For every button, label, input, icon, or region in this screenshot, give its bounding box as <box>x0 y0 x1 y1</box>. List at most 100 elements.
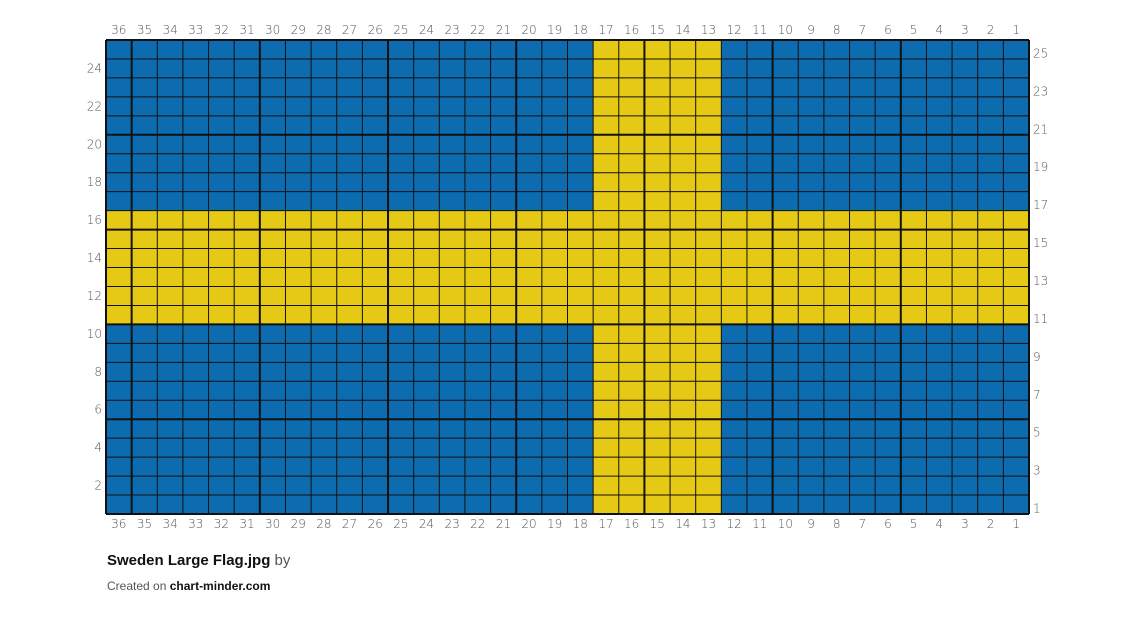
chart-cell <box>567 419 594 439</box>
chart-cell <box>593 115 619 135</box>
chart-cell <box>388 286 414 306</box>
chart-cell <box>926 229 953 249</box>
chart-cell <box>106 115 132 135</box>
chart-cell <box>875 305 901 325</box>
chart-cell <box>618 400 645 420</box>
chart-cell <box>490 229 517 249</box>
chart-cell <box>208 248 235 268</box>
chart-cell <box>798 324 824 344</box>
chart-cell <box>1003 343 1029 363</box>
chart-cell <box>541 229 568 249</box>
chart-cell <box>413 229 440 249</box>
chart-cell <box>721 229 747 249</box>
chart-cell <box>618 191 645 211</box>
chart-cell <box>1003 134 1029 154</box>
chart-cell <box>721 153 747 173</box>
chart-cell <box>644 476 671 496</box>
chart-cell <box>644 77 671 97</box>
chart-cell <box>439 305 465 325</box>
chart-cell <box>208 495 235 514</box>
chart-cell <box>336 495 363 514</box>
chart-cell <box>977 58 1004 78</box>
chart-cell <box>593 362 619 382</box>
chart-cell <box>413 115 440 135</box>
column-number: 7 <box>859 517 867 530</box>
column-number: 20 <box>521 517 536 530</box>
chart-cell <box>439 115 465 135</box>
chart-cell <box>952 40 978 59</box>
chart-cell <box>336 191 363 211</box>
chart-title: Sweden Large Flag.jpg by <box>107 552 290 569</box>
column-number: 13 <box>701 517 716 530</box>
column-number: 24 <box>419 517 434 530</box>
chart-cell <box>362 362 389 382</box>
chart-cell <box>823 210 850 230</box>
chart-cell <box>157 324 183 344</box>
chart-cell <box>798 419 824 439</box>
chart-cell <box>1003 210 1029 230</box>
chart-cell <box>952 495 978 514</box>
chart-cell <box>798 362 824 382</box>
chart-cell <box>567 343 594 363</box>
chart-cell <box>464 267 491 287</box>
chart-cell <box>721 324 747 344</box>
chart-cell <box>772 96 799 116</box>
chart-cell <box>388 267 414 287</box>
chart-cell <box>618 96 645 116</box>
chart-cell <box>516 229 542 249</box>
chart-cell <box>823 419 850 439</box>
chart-cell <box>131 438 158 458</box>
chart-cell <box>695 381 722 401</box>
chart-cell <box>413 381 440 401</box>
chart-cell <box>464 343 491 363</box>
chart-cell <box>875 115 901 135</box>
column-number: 30 <box>265 517 280 530</box>
chart-cell <box>926 40 953 59</box>
column-number: 21 <box>496 23 511 37</box>
chart-cell <box>285 191 312 211</box>
chart-cell <box>798 77 824 97</box>
chart-cell <box>439 495 465 514</box>
chart-cell <box>208 419 235 439</box>
chart-cell <box>234 381 260 401</box>
chart-cell <box>439 77 465 97</box>
chart-cell <box>208 457 235 477</box>
chart-cell <box>952 96 978 116</box>
chart-cell <box>388 362 414 382</box>
chart-cell <box>516 343 542 363</box>
chart-cell <box>952 115 978 135</box>
chart-cell <box>849 77 876 97</box>
chart-cell <box>670 419 696 439</box>
chart-cell <box>695 324 722 344</box>
chart-cell <box>336 438 363 458</box>
chart-cell <box>721 343 747 363</box>
chart-cell <box>464 419 491 439</box>
chart-cell <box>849 400 876 420</box>
chart-cell <box>772 495 799 514</box>
chart-cell <box>439 381 465 401</box>
chart-cell <box>182 476 209 496</box>
chart-cell <box>1003 476 1029 496</box>
chart-cell <box>208 362 235 382</box>
chart-cell <box>464 58 491 78</box>
chart-cell <box>362 438 389 458</box>
chart-cell <box>926 305 953 325</box>
author-by: by <box>274 552 291 569</box>
chart-cell <box>336 381 363 401</box>
chart-cell <box>388 476 414 496</box>
chart-cell <box>336 153 363 173</box>
chart-cell <box>670 210 696 230</box>
chart-cell <box>106 267 132 287</box>
chart-cell <box>106 134 132 154</box>
site-link[interactable]: chart-minder.com <box>169 579 271 593</box>
chart-cell <box>336 419 363 439</box>
chart-cell <box>926 419 953 439</box>
chart-cell <box>1003 172 1029 192</box>
row-number-right: 17 <box>1033 198 1048 212</box>
chart-cell <box>388 153 414 173</box>
chart-cell <box>849 438 876 458</box>
chart-cell <box>875 40 901 59</box>
chart-cell <box>131 248 158 268</box>
chart-cell <box>772 457 799 477</box>
chart-cell <box>388 324 414 344</box>
